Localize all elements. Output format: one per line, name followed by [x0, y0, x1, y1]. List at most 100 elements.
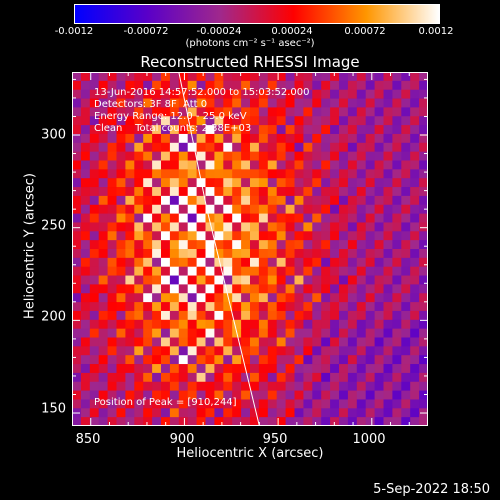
heatmap-cell: [187, 116, 197, 126]
heatmap-cell: [80, 284, 91, 294]
heatmap-cell: [98, 284, 108, 294]
heatmap-cell: [347, 337, 358, 347]
heatmap-cell: [321, 151, 331, 161]
heatmap-cell: [89, 390, 100, 400]
heatmap-cell: [214, 355, 224, 365]
heatmap-cell: [169, 346, 180, 356]
heatmap-cell: [107, 310, 117, 321]
heatmap-cell: [303, 213, 313, 223]
heatmap-cell: [80, 266, 91, 276]
heatmap-cell: [232, 310, 242, 321]
heatmap-cell: [241, 381, 251, 391]
heatmap-cell: [214, 133, 224, 144]
heatmap-cell: [116, 346, 126, 356]
heatmap-cell: [169, 160, 180, 170]
heatmap-cell: [276, 302, 286, 312]
heatmap-cell: [276, 231, 286, 241]
heatmap-cell: [401, 107, 411, 117]
heatmap-cell: [232, 187, 242, 197]
heatmap-cell: [152, 151, 162, 161]
heatmap-cell: [339, 257, 349, 268]
heatmap-cell: [161, 355, 171, 365]
heatmap-cell: [383, 240, 393, 250]
heatmap-cell: [312, 72, 322, 82]
heatmap-cell: [383, 284, 393, 294]
heatmap-cell: [223, 107, 233, 117]
heatmap-cell: [196, 89, 206, 99]
heatmap-cell: [312, 80, 322, 91]
heatmap-cell: [80, 346, 91, 356]
heatmap-cell: [250, 125, 260, 135]
heatmap-cell: [187, 266, 197, 276]
heatmap-cell: [294, 133, 304, 144]
heatmap-cell: [392, 142, 402, 153]
heatmap-cell: [276, 275, 286, 285]
heatmap-cell: [339, 408, 349, 418]
heatmap-cell: [143, 204, 153, 214]
heatmap-cell: [89, 98, 100, 108]
heatmap-cell: [232, 240, 242, 250]
heatmap-cell: [134, 169, 144, 179]
heatmap-cell: [321, 293, 331, 303]
heatmap-cell: [89, 319, 100, 330]
heatmap-cell: [401, 72, 411, 82]
heatmap-cell: [312, 372, 322, 383]
heatmap-cell: [267, 364, 278, 374]
heatmap-cell: [339, 319, 349, 330]
heatmap-cell: [410, 355, 420, 365]
heatmap-cell: [294, 142, 304, 153]
heatmap-cell: [250, 417, 260, 426]
heatmap-cell: [152, 372, 162, 383]
heatmap-cell: [98, 178, 108, 188]
heatmap-cell: [125, 204, 135, 214]
heatmap-cell: [214, 364, 224, 374]
heatmap-cell: [339, 337, 349, 347]
heatmap-cell: [312, 195, 322, 206]
heatmap-cell: [365, 213, 375, 223]
heatmap-cell: [294, 169, 304, 179]
heatmap-cell: [143, 408, 153, 418]
heatmap-cell: [365, 80, 375, 91]
heatmap-cell: [98, 328, 108, 338]
heatmap-cell: [169, 266, 180, 276]
heatmap-cell: [383, 275, 393, 285]
heatmap-cell: [205, 213, 215, 223]
heatmap-cell: [294, 310, 304, 321]
heatmap-cell: [410, 240, 420, 250]
heatmap-cell: [178, 231, 189, 241]
heatmap-cell: [241, 160, 251, 170]
heatmap-cell: [392, 240, 402, 250]
heatmap-cell: [214, 417, 224, 426]
heatmap-cell: [321, 107, 331, 117]
heatmap-cell: [169, 381, 180, 391]
heatmap-cell: [356, 328, 367, 338]
heatmap-cell: [250, 346, 260, 356]
heatmap-cell: [161, 151, 171, 161]
heatmap-cell: [392, 355, 402, 365]
heatmap-cell: [294, 222, 304, 232]
heatmap-cell: [241, 213, 251, 223]
heatmap-cell: [98, 293, 108, 303]
heatmap-cell: [312, 151, 322, 161]
heatmap-cell: [134, 72, 144, 82]
heatmap-cell: [374, 346, 384, 356]
heatmap-cell: [401, 284, 411, 294]
heatmap-cell: [365, 195, 375, 206]
heatmap-cell: [258, 408, 269, 418]
heatmap-cell: [339, 328, 349, 338]
heatmap-cell: [161, 275, 171, 285]
heatmap-cell: [401, 178, 411, 188]
heatmap-cell: [178, 133, 189, 144]
heatmap-cell: [214, 222, 224, 232]
heatmap-cell: [285, 408, 295, 418]
heatmap-cell: [321, 417, 331, 426]
heatmap-cell: [303, 399, 313, 409]
heatmap-cell: [312, 240, 322, 250]
heatmap-cell: [125, 116, 135, 126]
heatmap-cell: [161, 80, 171, 91]
heatmap-cell: [152, 284, 162, 294]
heatmap-cell: [312, 390, 322, 400]
heatmap-cell: [80, 160, 91, 170]
heatmap-cell: [383, 399, 393, 409]
heatmap-cell: [365, 187, 375, 197]
